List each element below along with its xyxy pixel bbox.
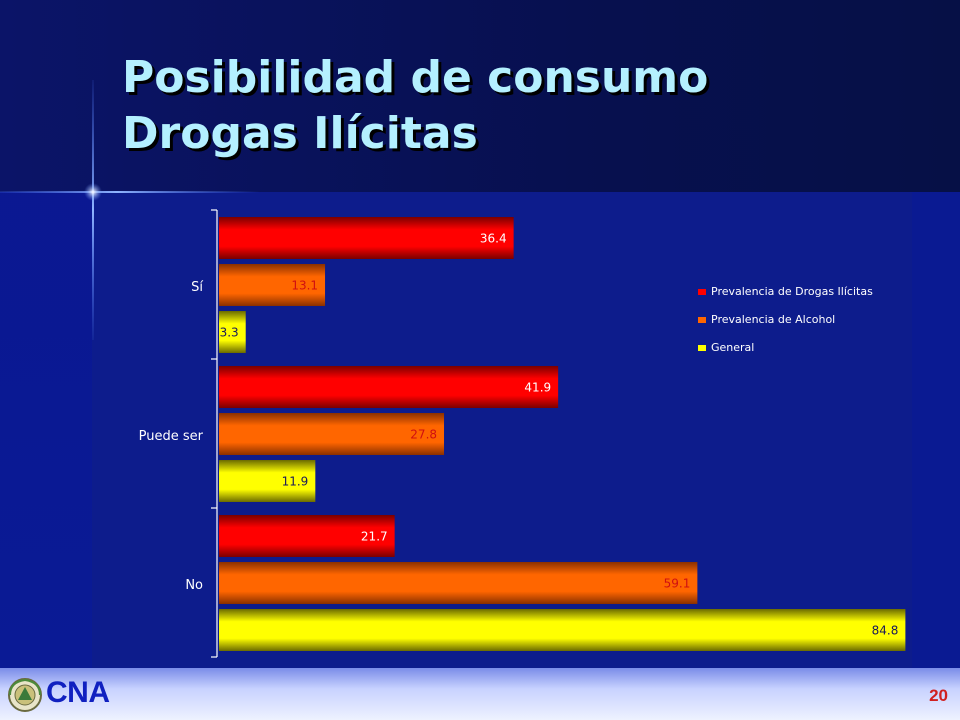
title-line-2: Drogas Ilícitas: [122, 108, 478, 159]
bar: [219, 217, 514, 259]
data-label: 84.8: [872, 624, 899, 638]
data-label: 3.3: [220, 326, 239, 340]
bar: [219, 311, 246, 353]
category-label: Sí: [191, 280, 203, 295]
logo-text: CNA: [46, 676, 110, 709]
data-label: 36.4: [480, 232, 507, 246]
bar: [219, 413, 445, 455]
category-label: Puede ser: [139, 429, 204, 444]
legend-label: Prevalencia de Drogas Ilícitas: [711, 285, 873, 298]
bar: [219, 264, 326, 306]
seal-icon: [8, 678, 42, 712]
horizontal-star-line: [0, 191, 260, 193]
slide-title: Posibilidad de consumo Drogas Ilícitas: [122, 50, 922, 162]
header-band: [0, 0, 960, 192]
title-line-1: Posibilidad de consumo: [122, 52, 709, 103]
bar: [219, 366, 559, 408]
star-glow: [84, 183, 102, 201]
vertical-star-line: [92, 80, 94, 340]
page-number: 20: [929, 686, 948, 705]
category-label: No: [185, 578, 203, 593]
legend-label: Prevalencia de Alcohol: [711, 313, 835, 326]
data-label: 11.9: [282, 475, 309, 489]
data-label: 13.1: [291, 279, 318, 293]
legend-swatch: [698, 345, 706, 351]
bar: [219, 515, 395, 557]
axis-layer: Sí Puede ser No: [139, 209, 218, 658]
data-label: 41.9: [524, 381, 551, 395]
data-label: 59.1: [664, 577, 691, 591]
legend: Prevalencia de Drogas Ilícitas Prevalenci…: [698, 285, 873, 354]
data-label: 21.7: [361, 530, 388, 544]
bar: [219, 460, 316, 502]
bar: [219, 609, 906, 651]
legend-swatch: [698, 289, 706, 295]
footer-bar: [0, 668, 960, 720]
bars-layer: 36.4 13.1 3.3 41.9 27.8 11.9 21.7 59.1 84.8: [219, 217, 906, 651]
data-label: 27.8: [410, 428, 437, 442]
legend-label: General: [711, 341, 754, 354]
bar: [219, 562, 698, 604]
legend-swatch: [698, 317, 706, 323]
